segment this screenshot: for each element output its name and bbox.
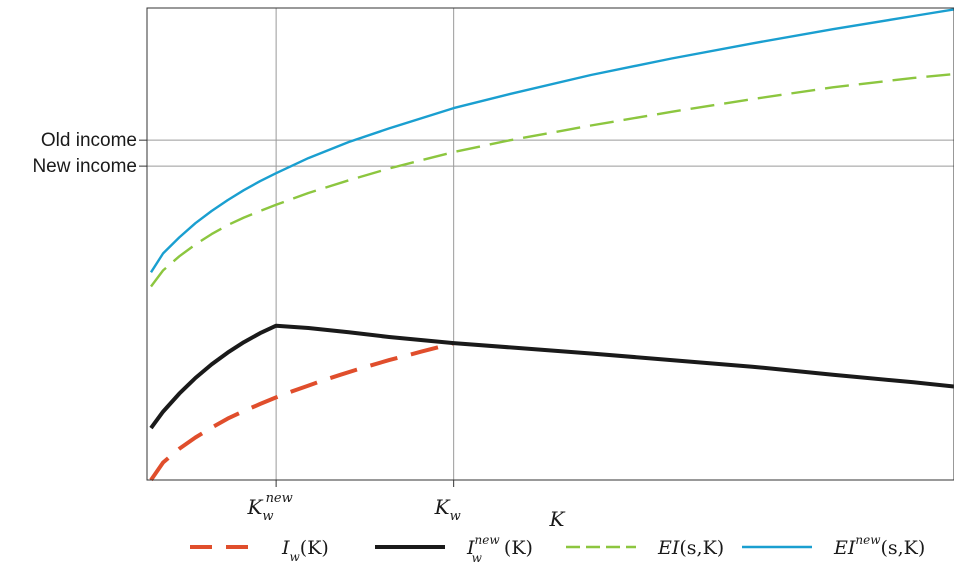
legend-item-ei_new: EInew(s,K) (742, 533, 925, 559)
series-line-ei (150, 72, 954, 288)
series-layer (149, 8, 954, 482)
legend-item-iw_new: Inew w (K) (375, 533, 533, 565)
legend-label-ei_new: EInew(s,K) (833, 533, 925, 559)
x-tick-label-k_w: Kw (434, 495, 461, 524)
legend-label-iw_new: Inew w (K) (466, 533, 533, 565)
x-tick-label-k_w_new: Kwnew (246, 491, 292, 524)
y-tick-label-new_income: New income (32, 156, 137, 177)
y-tick-label-old_income: Old income (41, 130, 137, 151)
x-axis-label: K (549, 507, 566, 531)
plot-frame (146, 7, 954, 481)
legend-label-ei: EI(s,K) (657, 537, 724, 559)
series-line-ei_new (149, 8, 954, 273)
legend: Iw(K) Inew w (K) EI(s,K) EInew(s,K) (190, 533, 925, 565)
axis-layer (139, 7, 954, 487)
legend-item-ei: EI(s,K) (566, 537, 724, 559)
series-line-iw (149, 341, 455, 482)
legend-item-iw: Iw(K) (190, 537, 329, 564)
reference-lines-layer (147, 8, 954, 480)
legend-label-iw: Iw(K) (281, 537, 329, 564)
label-layer: K Kwnew Kw Old income New income (32, 130, 565, 531)
series-line-iw_new (149, 323, 954, 430)
